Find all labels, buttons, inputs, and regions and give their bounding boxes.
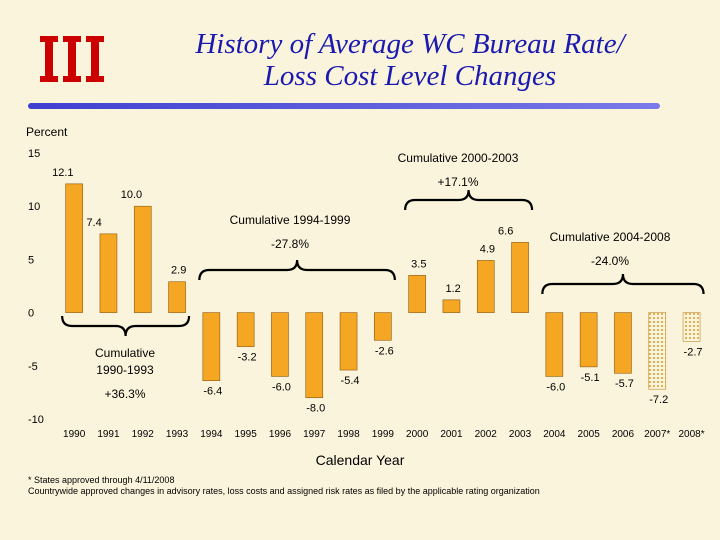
cumulative-1994-1999-label: Cumulative 1994-1999 bbox=[230, 213, 351, 227]
value-label-1990: 12.1 bbox=[52, 167, 73, 179]
cumulative-1994-1999-value: -27.8% bbox=[271, 237, 309, 251]
value-label-2008: -2.7 bbox=[684, 346, 703, 358]
bar-2008 bbox=[682, 312, 701, 342]
value-label-2000: 3.5 bbox=[411, 258, 426, 270]
bar-2004 bbox=[545, 312, 564, 377]
value-label-1998: -5.4 bbox=[341, 375, 360, 387]
cumulative-1990-1993-value: +36.3% bbox=[104, 387, 145, 401]
chart-title-line2: Loss Cost Level Changes bbox=[263, 60, 557, 92]
footnote-states: * States approved through 4/11/2008 bbox=[28, 475, 175, 485]
cumulative-2004-2008-value: -24.0% bbox=[591, 254, 629, 268]
y-tick-label: 15 bbox=[28, 148, 40, 160]
value-label-2004: -6.0 bbox=[546, 381, 565, 393]
value-label-1996: -6.0 bbox=[272, 381, 291, 393]
x-tick-label: 1998 bbox=[337, 429, 360, 440]
cumulative-2004-2008-label: Cumulative 2004-2008 bbox=[550, 230, 671, 244]
y-tick-label: -10 bbox=[28, 414, 44, 426]
value-label-1995: -3.2 bbox=[238, 352, 257, 364]
cumulative-1990-1993-brace bbox=[61, 315, 191, 337]
bar-1991 bbox=[99, 233, 118, 313]
bar-2001 bbox=[442, 299, 461, 313]
x-tick-label: 2003 bbox=[509, 429, 532, 440]
cumulative-1990-1993-range: 1990-1993 bbox=[96, 363, 154, 377]
x-tick-label: 2001 bbox=[440, 429, 463, 440]
x-tick-label: 2008* bbox=[678, 429, 704, 440]
value-label-2002: 4.9 bbox=[480, 243, 495, 255]
value-label-2006: -5.7 bbox=[615, 378, 634, 390]
bar-2000 bbox=[408, 275, 426, 313]
x-tick-label: 2004 bbox=[543, 429, 566, 440]
cumulative-2000-2003-value: +17.1% bbox=[437, 175, 478, 189]
cumulative-2000-2003-label: Cumulative 2000-2003 bbox=[398, 151, 519, 165]
bar-2006 bbox=[614, 312, 632, 374]
title-divider bbox=[28, 103, 660, 109]
bar-chart: 15 10 5 0 -5 -10 12.1 7.4 10.0 2.9 -6.4 -3.2 -6.0 -8… bbox=[28, 148, 705, 440]
x-tick-label: 1999 bbox=[372, 429, 395, 440]
x-tick-label: 1990 bbox=[63, 429, 86, 440]
value-label-2003: 6.6 bbox=[498, 225, 513, 237]
value-label-1991: 7.4 bbox=[86, 217, 101, 229]
x-tick-label: 1993 bbox=[166, 429, 189, 440]
x-tick-label: 1994 bbox=[200, 429, 223, 440]
x-tick-label: 1996 bbox=[269, 429, 292, 440]
value-label-1997: -8.0 bbox=[306, 403, 325, 415]
x-tick-label: 2006 bbox=[612, 429, 635, 440]
chart-title-line1: History of Average WC Bureau Rate/ bbox=[195, 28, 625, 60]
cumulative-2000-2003-brace bbox=[404, 189, 534, 211]
iii-logo-icon bbox=[40, 36, 104, 82]
x-tick-label: 2000 bbox=[406, 429, 429, 440]
bar-1998 bbox=[339, 312, 358, 371]
bar-2003 bbox=[511, 242, 529, 313]
value-label-2001: 1.2 bbox=[445, 283, 460, 295]
cumulative-2004-2008-brace bbox=[541, 273, 705, 295]
cumulative-1994-1999-brace bbox=[198, 259, 396, 281]
bar-1992 bbox=[133, 205, 152, 313]
footnote-source: Countrywide approved changes in advisory… bbox=[28, 486, 540, 496]
value-label-1993: 2.9 bbox=[171, 265, 186, 277]
bar-2002 bbox=[476, 260, 495, 313]
x-tick-label: 1995 bbox=[235, 429, 258, 440]
y-axis-label: Percent bbox=[26, 125, 68, 139]
bar-1999 bbox=[374, 312, 392, 341]
footnotes: * States approved through 4/11/2008 Coun… bbox=[28, 475, 540, 497]
x-tick-label: 2002 bbox=[475, 429, 498, 440]
x-tick-label: 1992 bbox=[132, 429, 155, 440]
y-tick-label: 0 bbox=[28, 308, 34, 320]
value-label-1992: 10.0 bbox=[121, 189, 142, 201]
value-label-2005: -5.1 bbox=[581, 372, 600, 384]
bar-1995 bbox=[236, 312, 255, 347]
y-tick-label: -5 bbox=[28, 361, 38, 373]
value-label-2007: -7.2 bbox=[649, 394, 668, 406]
x-tick-label: 2007* bbox=[644, 429, 670, 440]
bar-1993 bbox=[168, 281, 186, 313]
x-axis-label: Calendar Year bbox=[315, 452, 405, 468]
cumulative-1990-1993-label: Cumulative bbox=[95, 346, 155, 360]
value-label-1994: -6.4 bbox=[203, 386, 222, 398]
bar-1997 bbox=[305, 312, 324, 399]
x-tick-label: 2005 bbox=[578, 429, 601, 440]
bar-2007 bbox=[648, 312, 667, 390]
value-label-1999: -2.6 bbox=[375, 345, 394, 357]
x-tick-label: 1997 bbox=[303, 429, 326, 440]
chart-title: History of Average WC Bureau Rate/ Loss … bbox=[130, 28, 690, 92]
y-tick-label: 5 bbox=[28, 254, 34, 266]
x-tick-label: 1991 bbox=[97, 429, 120, 440]
bar-1996 bbox=[271, 312, 289, 377]
y-tick-label: 10 bbox=[28, 201, 40, 213]
bar-1994 bbox=[202, 312, 221, 381]
bar-2005 bbox=[579, 312, 598, 368]
bar-1990 bbox=[65, 183, 83, 313]
